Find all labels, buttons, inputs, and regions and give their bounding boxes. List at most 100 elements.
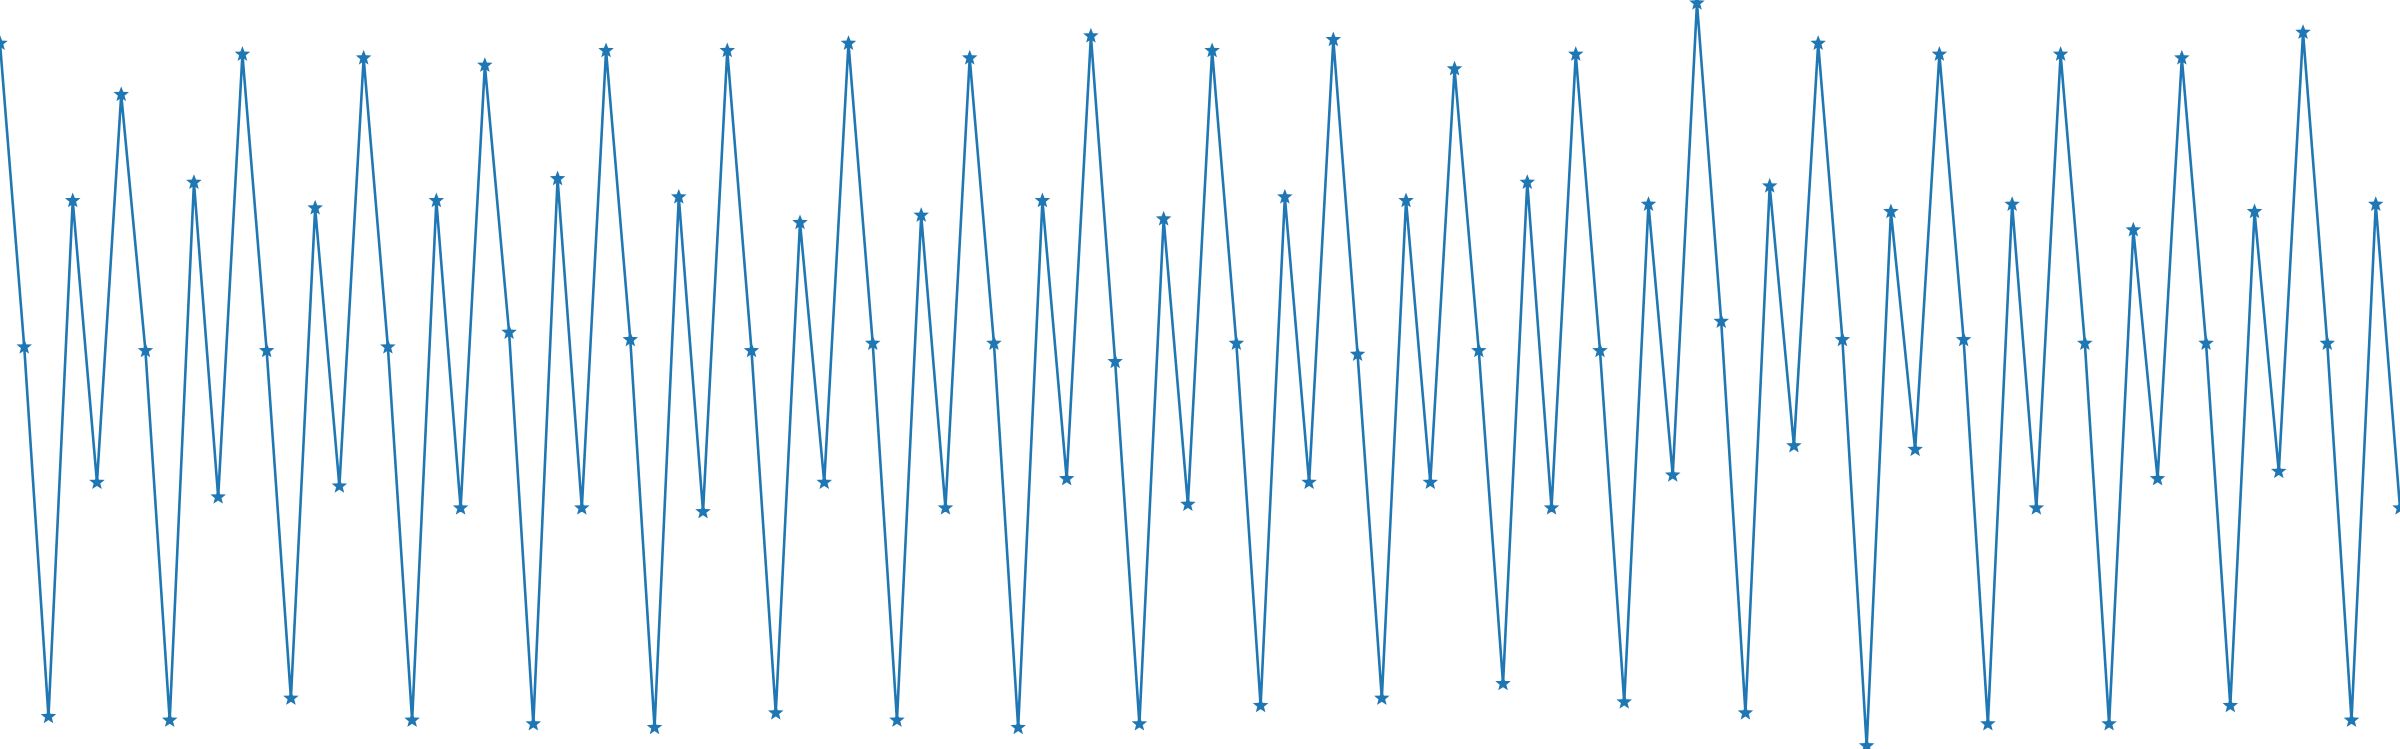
data-point-marker	[695, 503, 711, 519]
data-point-marker	[1058, 470, 1075, 486]
data-point-marker	[1810, 35, 1826, 50]
data-point-marker	[1519, 174, 1536, 189]
data-point-marker	[1131, 715, 1148, 731]
data-point-marker	[792, 214, 808, 230]
data-point-marker	[961, 49, 978, 65]
data-point-marker	[549, 170, 566, 186]
data-point-marker	[2028, 499, 2045, 515]
data-point-marker	[16, 338, 32, 354]
series-line	[0, 3, 2400, 746]
data-point-marker	[428, 192, 445, 208]
data-point-marker	[1568, 46, 1584, 61]
data-point-marker	[161, 712, 178, 727]
data-point-marker	[671, 188, 687, 204]
data-point-marker	[307, 199, 323, 215]
data-point-marker	[2125, 221, 2142, 237]
data-point-marker	[501, 324, 517, 340]
data-point-marker	[1931, 46, 1948, 61]
data-point-marker	[2149, 470, 2166, 486]
data-point-marker	[283, 690, 299, 705]
data-point-marker	[889, 712, 905, 727]
data-point-marker	[646, 719, 663, 735]
data-point-marker	[1713, 313, 1729, 329]
data-point-marker	[622, 331, 639, 347]
data-point-marker	[1277, 188, 1293, 204]
data-point-marker	[840, 35, 857, 50]
data-point-marker	[913, 207, 929, 222]
data-point-marker	[2319, 335, 2336, 351]
data-point-marker	[986, 335, 1002, 351]
data-point-marker	[937, 499, 954, 515]
data-point-marker	[1689, 0, 1705, 10]
data-point-marker	[1204, 42, 1220, 58]
data-point-marker	[768, 704, 784, 720]
data-point-marker	[331, 477, 348, 493]
data-point-marker	[1301, 474, 1317, 490]
data-point-marker	[2004, 196, 2020, 211]
data-point-marker	[1616, 693, 1632, 709]
data-point-marker	[525, 715, 542, 731]
data-point-marker	[1980, 715, 1996, 731]
data-point-marker	[2101, 715, 2117, 731]
data-point-marker	[1107, 353, 1123, 369]
data-point-marker	[1180, 496, 1196, 512]
data-point-marker	[1252, 697, 1269, 713]
data-point-marker	[1471, 342, 1487, 358]
data-point-marker	[355, 49, 372, 65]
data-point-marker	[1349, 346, 1366, 361]
data-point-marker	[1228, 335, 1245, 351]
data-point-marker	[1858, 737, 1875, 749]
data-point-marker	[1907, 441, 1923, 457]
data-point-marker	[1422, 474, 1439, 490]
data-point-marker	[2198, 335, 2214, 351]
data-point-marker	[1834, 331, 1851, 347]
data-point-marker	[2343, 712, 2360, 727]
data-point-marker	[1083, 27, 1099, 43]
data-point-marker	[258, 342, 275, 358]
data-point-marker	[2368, 196, 2384, 211]
data-point-marker	[2246, 203, 2263, 219]
data-point-marker	[1446, 60, 1463, 76]
data-point-marker	[1955, 331, 1972, 347]
data-point-marker	[1325, 31, 1342, 47]
data-point-marker	[1883, 203, 1899, 219]
data-point-marker	[452, 499, 469, 515]
data-point-marker	[2174, 49, 2190, 65]
data-point-marker	[2222, 697, 2239, 713]
data-point-marker	[1398, 192, 1414, 208]
data-point-marker	[598, 42, 614, 58]
data-point-marker	[2295, 24, 2311, 39]
data-point-marker	[574, 499, 590, 515]
data-point-marker	[404, 712, 420, 727]
data-point-marker	[2052, 46, 2069, 61]
data-point-marker	[743, 342, 760, 358]
data-point-marker	[0, 35, 8, 50]
data-point-marker	[864, 335, 881, 351]
data-point-marker	[2392, 499, 2400, 515]
data-point-marker	[40, 708, 57, 724]
data-point-marker	[113, 86, 129, 102]
data-point-marker	[89, 474, 105, 490]
data-point-marker	[477, 57, 493, 72]
data-point-marker	[210, 488, 226, 504]
data-point-marker	[1374, 690, 1390, 705]
data-point-marker	[186, 174, 202, 189]
data-point-marker	[1034, 192, 1051, 208]
data-point-marker	[1592, 342, 1608, 358]
data-point-marker	[2077, 335, 2093, 351]
data-point-marker	[1761, 177, 1778, 193]
data-point-marker	[719, 42, 736, 58]
data-point-marker	[1640, 196, 1657, 211]
data-point-marker	[1543, 499, 1560, 515]
data-point-marker	[1010, 719, 1026, 735]
data-point-marker	[234, 46, 251, 61]
data-point-marker	[1737, 704, 1754, 720]
data-point-marker	[816, 474, 832, 490]
data-point-marker	[1664, 466, 1681, 482]
data-point-marker	[2271, 463, 2287, 479]
data-point-marker	[137, 342, 154, 358]
data-point-marker	[1786, 437, 1802, 453]
